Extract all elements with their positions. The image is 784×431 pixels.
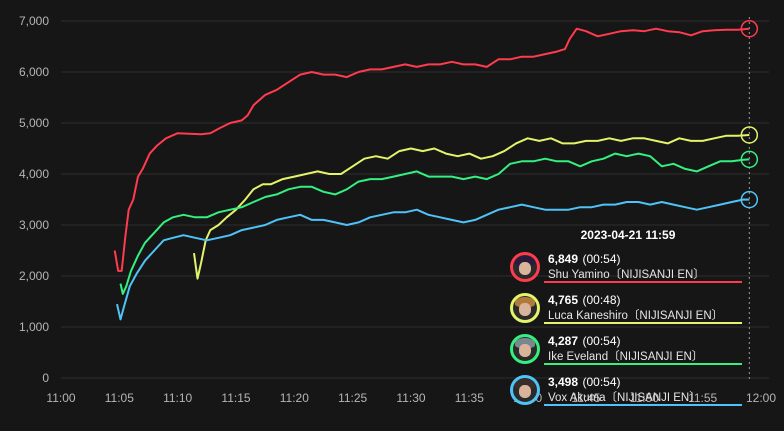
tooltip-row: 4,765 (00:48) Luca Kaneshiro〔NIJISANJI E… bbox=[508, 287, 748, 328]
tooltip-row: 4,287 (00:54) Ike Eveland〔NIJISANJI EN〕 bbox=[508, 328, 748, 369]
tooltip-row: 3,498 (00:54) Vox Akuma〔NIJISANJI EN〕 bbox=[508, 369, 748, 410]
series-color-bar bbox=[544, 281, 742, 283]
series-line bbox=[116, 198, 750, 321]
channel-name: Luca Kaneshiro〔NIJISANJI EN〕 bbox=[548, 309, 724, 322]
x-tick-label: 11:30 bbox=[396, 391, 425, 405]
x-tick-label: 11:25 bbox=[338, 391, 367, 405]
x-tick-label: 12:00 bbox=[746, 391, 776, 405]
series-color-bar bbox=[544, 322, 742, 324]
avatar bbox=[510, 251, 540, 282]
hover-point-marker bbox=[740, 190, 759, 209]
channel-name: Vox Akuma〔NIJISANJI EN〕 bbox=[548, 391, 701, 404]
y-tick-label: 0 bbox=[42, 371, 49, 385]
y-tick-label: 3,000 bbox=[19, 218, 49, 232]
x-tick-label: 11:05 bbox=[105, 391, 134, 405]
x-tick-label: 11:20 bbox=[280, 391, 309, 405]
y-tick-label: 2,000 bbox=[19, 269, 49, 283]
x-tick-label: 11:35 bbox=[455, 391, 484, 405]
x-tick-label: 11:00 bbox=[46, 391, 75, 405]
hover-point-marker bbox=[740, 126, 759, 144]
series-line bbox=[119, 152, 750, 295]
channel-name: Shu Yamino〔NIJISANJI EN〕 bbox=[548, 268, 705, 281]
x-tick-label: 11:45 bbox=[571, 391, 600, 405]
y-tick-label: 1,000 bbox=[19, 320, 49, 334]
avatar bbox=[510, 292, 540, 323]
hover-tooltip: 2023-04-21 11:59 6,849 (00:54) Shu Yamin… bbox=[508, 228, 748, 410]
stream-time: (00:48) bbox=[582, 292, 621, 307]
hover-point-marker bbox=[740, 19, 759, 38]
series-line bbox=[113, 27, 750, 272]
x-tick-label: 11:15 bbox=[221, 391, 250, 405]
series-color-bar bbox=[544, 363, 742, 365]
y-tick-label: 5,000 bbox=[19, 116, 49, 130]
stream-time: (00:54) bbox=[582, 251, 621, 266]
y-tick-label: 6,000 bbox=[19, 65, 49, 79]
x-tick-label: 11:50 bbox=[630, 391, 659, 405]
series-color-bar bbox=[544, 404, 742, 406]
avatar bbox=[510, 374, 540, 405]
y-tick-label: 4,000 bbox=[19, 167, 49, 181]
x-tick-label: 11:55 bbox=[688, 391, 717, 405]
stream-time: (00:54) bbox=[582, 374, 621, 389]
series-line bbox=[193, 134, 750, 280]
x-tick-label: 11:10 bbox=[163, 391, 192, 405]
avatar bbox=[510, 333, 540, 364]
viewer-count: 4,765 bbox=[548, 292, 579, 307]
tooltip-row: 6,849 (00:54) Shu Yamino〔NIJISANJI EN〕 bbox=[508, 246, 748, 287]
stream-time: (00:54) bbox=[582, 333, 621, 348]
viewer-count: 3,498 bbox=[548, 374, 579, 389]
tooltip-timestamp: 2023-04-21 11:59 bbox=[580, 228, 676, 242]
viewer-count: 6,849 bbox=[548, 251, 579, 266]
channel-name: Ike Eveland〔NIJISANJI EN〕 bbox=[548, 350, 704, 363]
viewer-count: 4,287 bbox=[548, 333, 579, 348]
hover-point-marker bbox=[740, 150, 759, 169]
y-tick-label: 7,000 bbox=[19, 14, 49, 28]
